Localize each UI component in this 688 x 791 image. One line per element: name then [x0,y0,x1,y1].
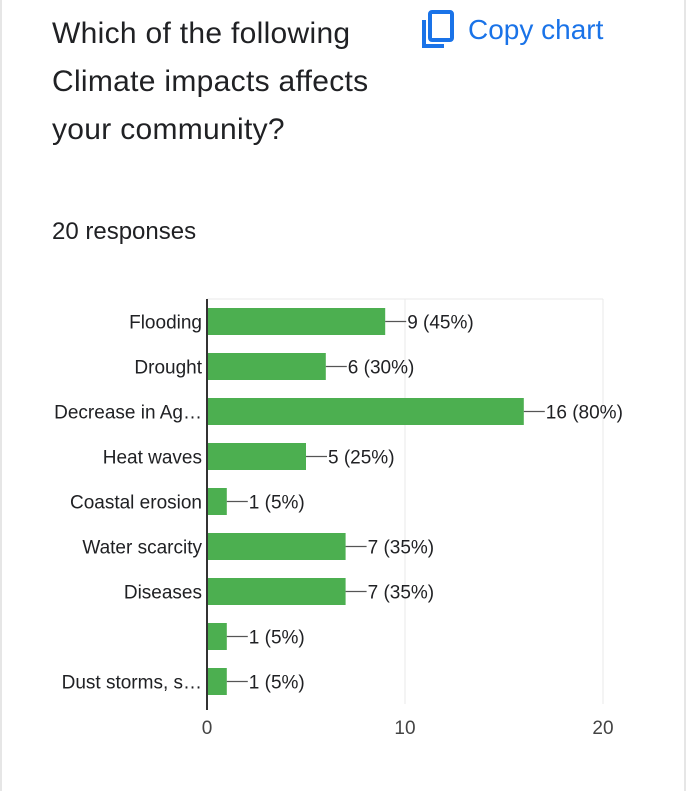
category-label: Drought [134,358,202,379]
category-label: Water scarcity [82,538,202,559]
category-label: Decrease in Ag… [54,403,202,424]
category-label: Flooding [129,313,202,334]
bar [207,533,346,560]
x-tick-label: 20 [592,718,613,739]
category-label: Diseases [124,583,202,604]
bar [207,488,227,515]
copy-icon [420,10,454,50]
bar [207,668,227,695]
data-label: 6 (30%) [348,358,415,379]
copy-chart-label: Copy chart [468,14,604,45]
data-label: 1 (5%) [249,493,305,514]
copy-chart-button[interactable]: Copy chart [420,8,603,52]
bar [207,578,346,605]
bar [207,623,227,650]
data-label: 1 (5%) [249,673,305,694]
response-count: 20 responses [52,218,197,245]
x-tick-label: 0 [202,718,213,739]
data-label: 9 (45%) [407,313,474,334]
bar [207,308,386,335]
category-label: Coastal erosion [70,493,202,514]
bar [207,398,524,425]
data-label: 7 (35%) [368,583,435,604]
bar [207,353,326,380]
category-label: Heat waves [103,448,202,469]
data-label: 1 (5%) [249,628,305,649]
data-label: 7 (35%) [368,538,435,559]
category-label: Dust storms, s… [62,673,202,694]
question-title: Which of the following Climate impacts a… [52,17,369,146]
x-tick-label: 10 [394,718,415,739]
data-label: 16 (80%) [546,403,623,424]
data-label: 5 (25%) [328,448,395,469]
bar [207,443,306,470]
